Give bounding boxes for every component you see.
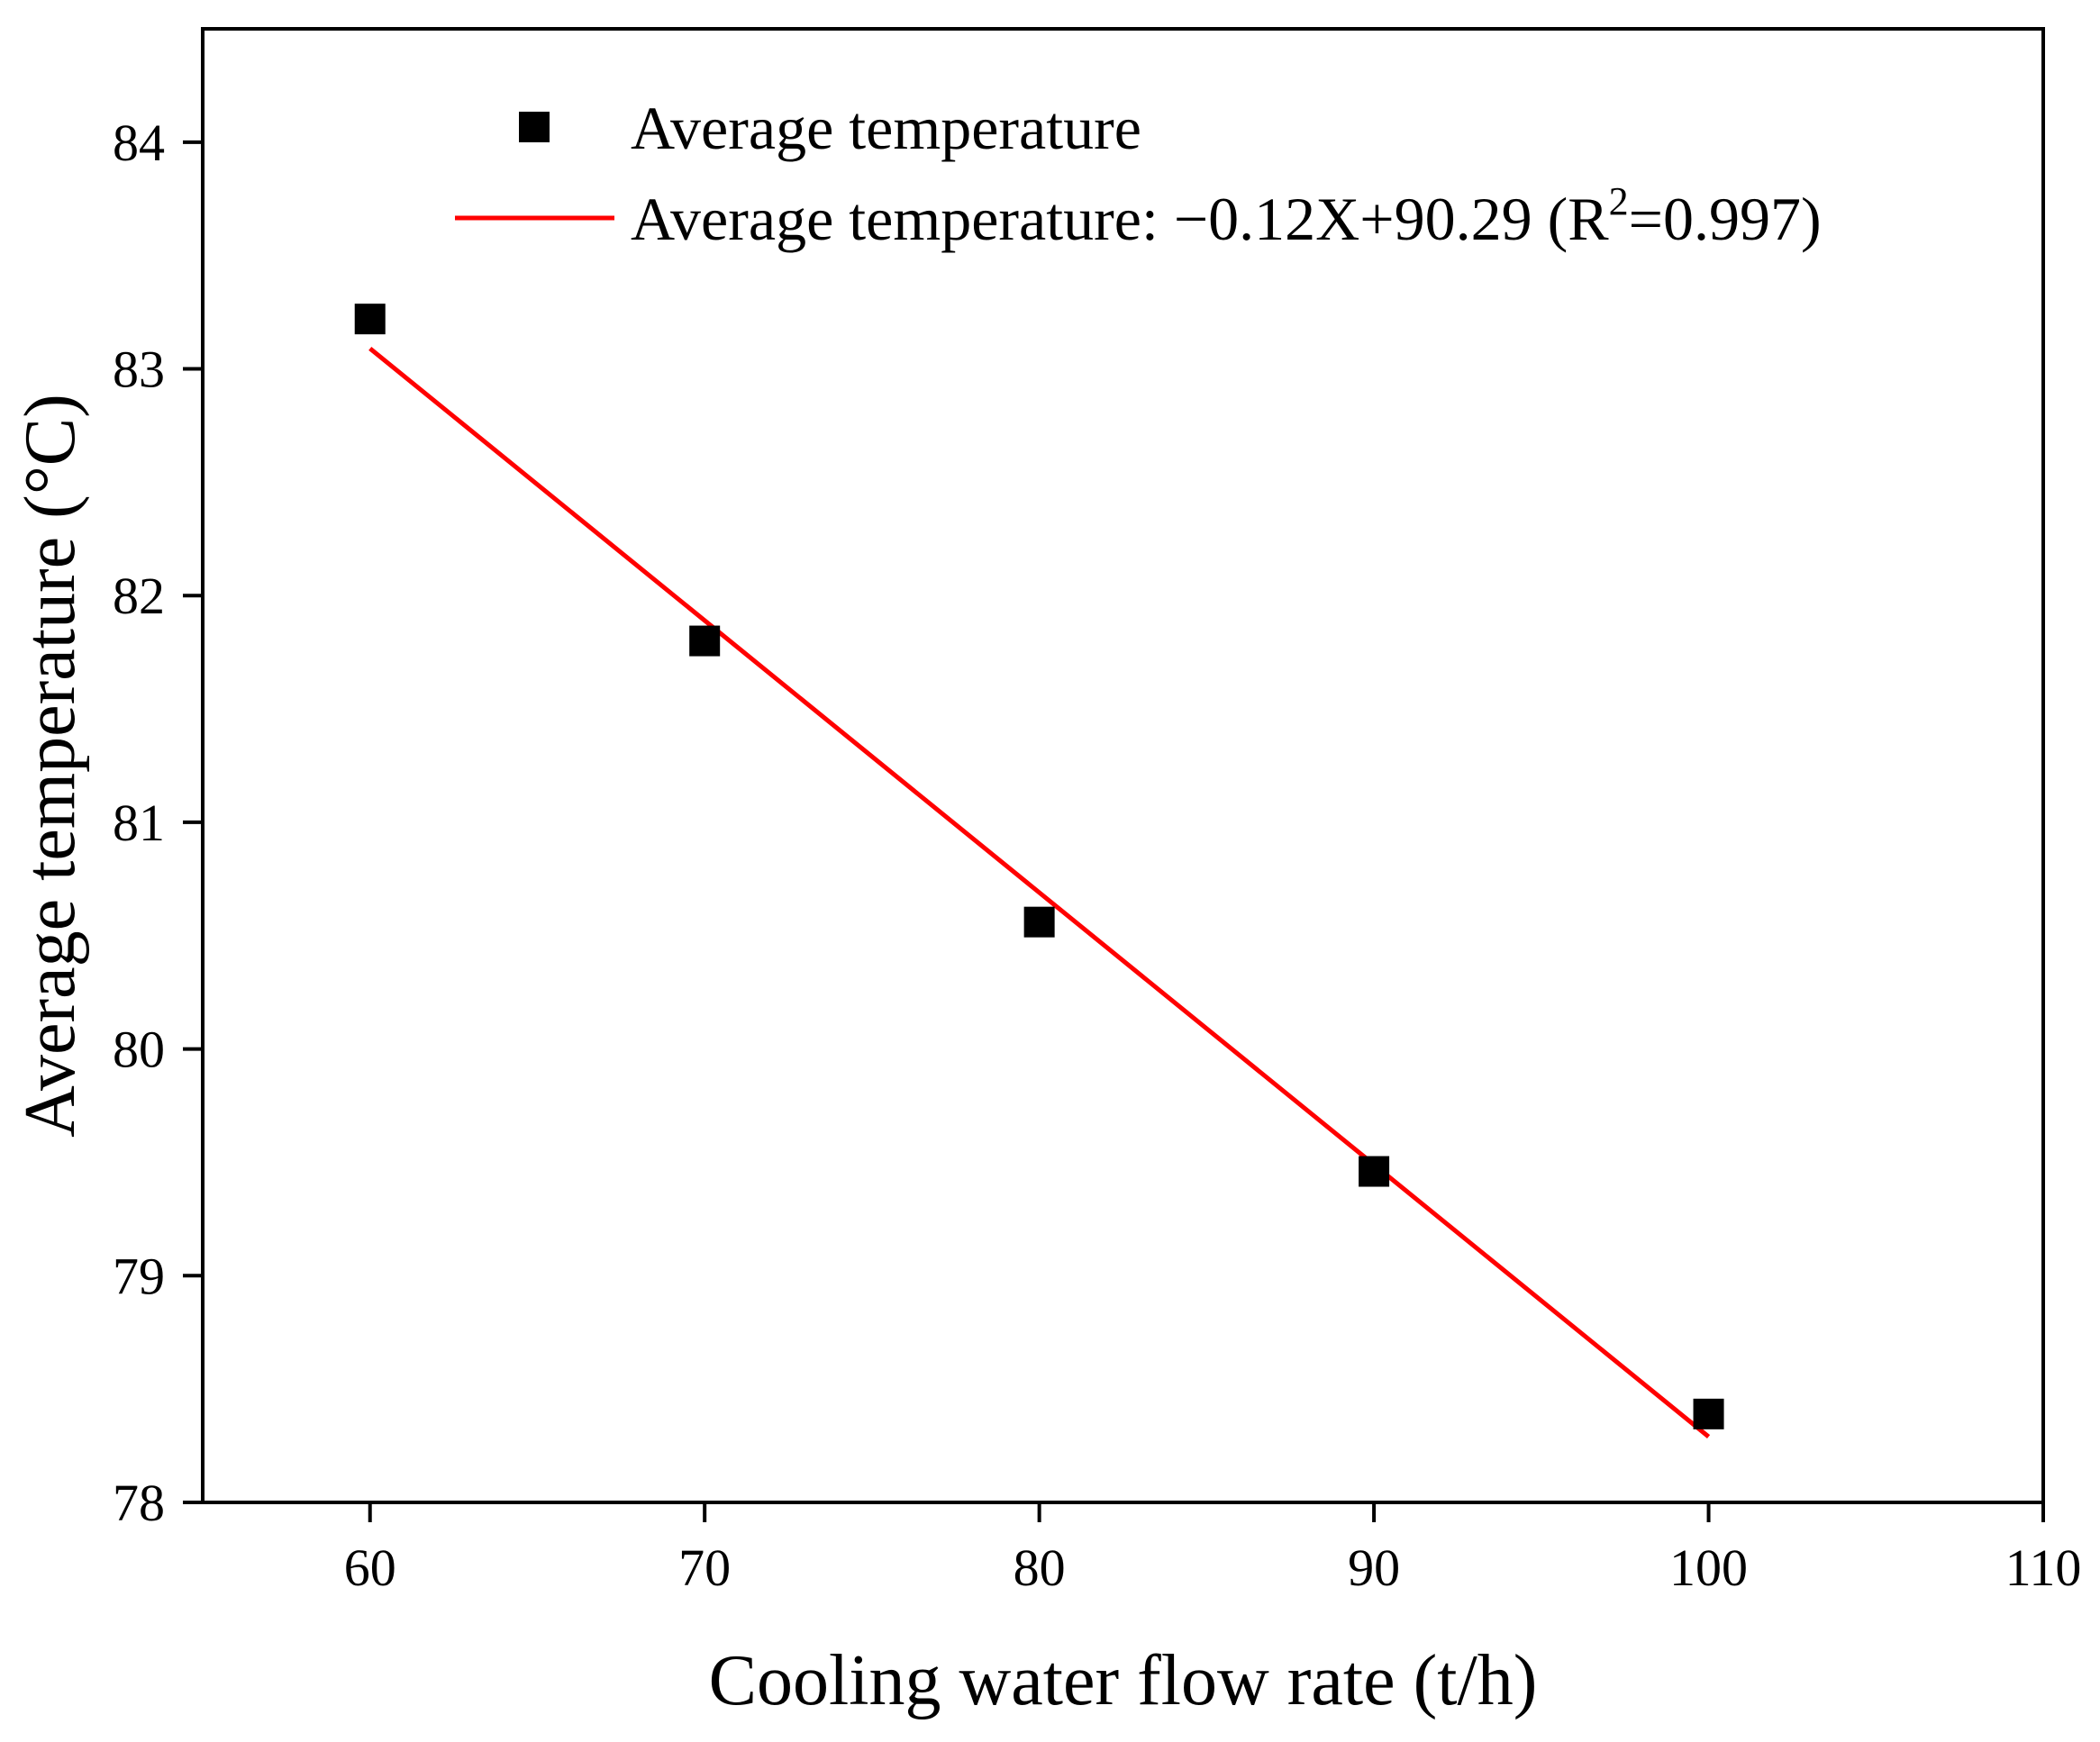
x-tick-label: 100: [1669, 1538, 1748, 1597]
y-tick-label: 78: [113, 1474, 165, 1532]
data-point: [1023, 906, 1055, 938]
legend-fit-label-main: Average temperature: −0.12X+90.29 (R: [631, 185, 1609, 253]
y-tick-label: 84: [113, 113, 165, 172]
x-tick-label: 90: [1348, 1538, 1400, 1597]
plot-frame: [201, 27, 2045, 1504]
data-point: [1693, 1398, 1724, 1429]
data-point: [689, 625, 721, 657]
legend-scatter-marker: [519, 112, 550, 142]
x-tick-label: 70: [678, 1538, 731, 1597]
x-tick-label: 80: [1014, 1538, 1066, 1597]
axis-ticks: 60 70 80 90 100 110 78 79 80 81 82 83 84: [113, 113, 2081, 1597]
legend: Average temperature Average temperature:…: [455, 94, 1822, 253]
y-tick-label: 81: [113, 794, 165, 852]
data-point: [1359, 1156, 1390, 1187]
fit-line: [368, 346, 1711, 1438]
legend-fit-label: Average temperature: −0.12X+90.29 (R2=0.…: [631, 179, 1822, 253]
legend-fit-label-superscript: 2: [1609, 179, 1629, 223]
y-axis-title: Average temperature (°C): [11, 394, 90, 1138]
legend-scatter-label: Average temperature: [631, 94, 1141, 162]
legend-fit-label-suffix: =0.997): [1629, 185, 1822, 253]
data-point: [354, 304, 386, 335]
fit-line-layer: [368, 346, 1711, 1438]
y-tick-label: 80: [113, 1021, 165, 1079]
y-tick-label: 82: [113, 567, 165, 625]
x-axis-title: Cooling water flow rate (t/h): [709, 1641, 1538, 1720]
x-tick-label: 60: [344, 1538, 396, 1597]
x-tick-label: 110: [2005, 1538, 2082, 1597]
data-points: [354, 304, 1724, 1429]
y-tick-label: 83: [113, 340, 165, 399]
y-tick-label: 79: [113, 1247, 165, 1305]
